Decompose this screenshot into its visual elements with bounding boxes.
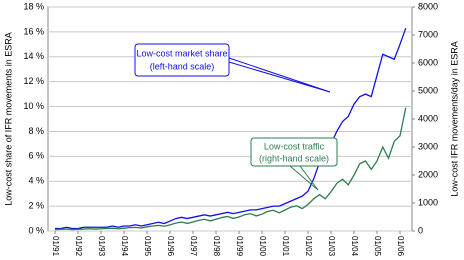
x-tick-label: 01/92 [74, 236, 83, 257]
x-tick-label: 01/03 [327, 236, 336, 257]
y-tick-label: 10 % [23, 101, 44, 111]
x-tick-label: 01/04 [350, 236, 359, 257]
y2-tick-label: 5000 [418, 85, 438, 95]
y-tick-label: 4 % [28, 176, 44, 186]
x-tick-label: 01/06 [396, 236, 405, 257]
x-tick-label: 01/93 [97, 236, 106, 257]
x-tick-label: 01/98 [212, 236, 221, 257]
annotation: Low-cost market share [136, 48, 227, 58]
annotation: Low-cost traffic [264, 141, 325, 151]
y-tick-label: 6 % [28, 151, 44, 161]
callout-pointer [299, 165, 319, 191]
x-tick-label: 01/00 [258, 236, 267, 257]
callout-pointer [228, 61, 331, 93]
y2-tick-label: 6000 [418, 57, 438, 67]
x-tick-label: 01/95 [143, 236, 152, 257]
y-tick-label: 12 % [23, 76, 44, 86]
x-tick-label: 01/97 [189, 236, 198, 257]
y2-tick-label: 2000 [418, 169, 438, 179]
y2-tick-label: 1000 [418, 197, 438, 207]
x-tick-label: 01/96 [166, 236, 175, 257]
callout-pointer [228, 57, 331, 93]
callout-box [134, 43, 230, 77]
plot-area [47, 6, 413, 232]
y-axis-title: Low-cost share of IFR movements in ESRA [3, 32, 13, 206]
x-tick-label: 01/94 [120, 236, 129, 257]
callout-box [250, 137, 338, 167]
y-tick-label: 8 % [28, 126, 44, 136]
x-tick-label: 01/91 [51, 236, 60, 257]
series-line [54, 107, 407, 231]
y2-tick-label: 3000 [418, 141, 438, 151]
y2-tick-label: 8000 [418, 1, 438, 11]
y-tick-label: 0 % [28, 225, 44, 235]
y2-tick-label: 0 [418, 225, 423, 235]
y-tick-label: 16 % [23, 26, 44, 36]
x-tick-label: 01/02 [304, 236, 313, 257]
x-tick-label: 01/99 [235, 236, 244, 257]
y-tick-label: 2 % [28, 200, 44, 210]
y2-tick-label: 4000 [418, 113, 438, 123]
x-tick-label: 01/05 [373, 236, 382, 257]
y2-axis-title: Low-cost IFR movements/day in ESRA [449, 41, 459, 197]
y2-tick-label: 7000 [418, 29, 438, 39]
y-tick-label: 18 % [23, 1, 44, 11]
series-line [55, 27, 407, 230]
callout-pointer [289, 165, 319, 191]
y-tick-label: 14 % [23, 51, 44, 61]
x-tick-label: 01/01 [281, 236, 290, 257]
annotation: (right-hand scale) [259, 153, 329, 163]
annotation: (left-hand scale) [150, 61, 215, 71]
